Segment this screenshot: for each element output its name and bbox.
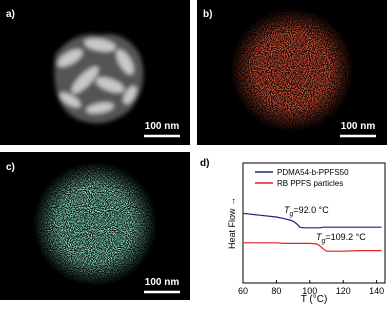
series-line	[242, 212, 382, 229]
x-tick-label: 100	[302, 286, 317, 296]
annotation-symbol: T	[284, 205, 291, 215]
x-tick-label: 60	[238, 286, 248, 296]
x-tick-label: 140	[369, 286, 384, 296]
particle-image	[54, 34, 144, 124]
series-line	[243, 242, 382, 252]
annotation-text: =109.2 °C	[325, 232, 366, 242]
panel-label: a)	[6, 9, 15, 20]
panel-label: b)	[203, 9, 212, 20]
plot-frame	[242, 162, 386, 284]
x-tick-label: 80	[271, 286, 281, 296]
scale-label: 100 nm	[341, 121, 376, 132]
green-map	[0, 152, 190, 300]
panel-label: c)	[6, 162, 15, 173]
y-axis-label: Heat Flow →	[227, 197, 237, 249]
annotation: Tg=109.2 °C	[316, 232, 366, 245]
annotation-symbol: T	[316, 232, 323, 242]
legend-label: PDMA54-b-PPFS50	[277, 168, 349, 177]
scale-label: 100 nm	[145, 121, 180, 132]
annotation: Tg=92.0 °C	[284, 205, 329, 218]
annotation-subscript: g	[322, 238, 326, 245]
x-axis-label: T (°C)	[301, 294, 328, 305]
annotation-subscript: g	[290, 211, 294, 218]
annotation-text: =92.0 °C	[293, 205, 329, 215]
x-tick-label: 120	[336, 286, 351, 296]
legend-label: RB PPFS particles	[277, 179, 343, 188]
red-map	[197, 0, 387, 145]
panel-label: d)	[200, 158, 209, 169]
scale-label: 100 nm	[145, 277, 180, 288]
